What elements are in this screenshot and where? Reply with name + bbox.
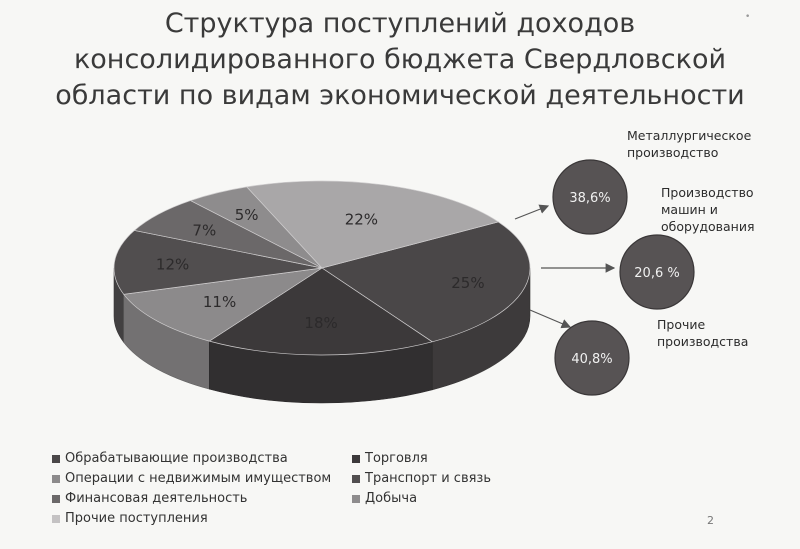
legend-label: Добыча [365, 491, 418, 506]
callout-name: Прочие [657, 317, 705, 332]
slice-label: 25% [451, 274, 484, 292]
pie-slice [246, 180, 500, 269]
slice-label: 5% [235, 206, 259, 224]
legend-swatch [52, 474, 60, 483]
legend-item: Прочие поступления [52, 511, 208, 526]
pie-slice [321, 221, 531, 343]
legend-swatch [352, 474, 360, 483]
legend-swatch [352, 494, 360, 503]
title-line: области по видам экономической деятельно… [55, 80, 745, 111]
legend-swatch [352, 454, 360, 463]
legend-item: Транспорт и связь [352, 471, 491, 486]
legend-item: Обрабатывающие производства [52, 451, 288, 466]
callout-value: 20,6 % [634, 266, 679, 281]
title-line: консолидированного бюджета Свердловской [73, 44, 727, 75]
callout-circle [552, 159, 628, 235]
pie-slice [123, 267, 323, 342]
legend-label: Транспорт и связь [365, 471, 492, 486]
callout-name: производство [627, 145, 718, 160]
legend-item: Добыча [352, 491, 417, 506]
legend-item: Операции с недвижимым имуществом [52, 471, 331, 486]
legend-swatch [52, 514, 60, 523]
callout-circle [619, 234, 695, 310]
legend-swatch [52, 454, 60, 463]
slice-label: 22% [345, 210, 378, 228]
callout-name: Металлургическое [627, 128, 752, 143]
legend-item: Финансовая деятельность [52, 491, 247, 506]
legend-label: Финансовая деятельность [65, 491, 248, 506]
legend-label: Обрабатывающие производства [65, 451, 288, 466]
legend-item: Торговля [352, 451, 428, 466]
callout-value: 40,8% [571, 352, 612, 367]
title-line: Структура поступлений доходов [164, 8, 636, 39]
callout-name: оборудования [661, 219, 754, 234]
corner-mark: • [745, 12, 751, 22]
callout-circle [554, 320, 630, 396]
chart-title: Структура поступлений доходов консолидир… [40, 6, 760, 114]
pie-slice [208, 267, 434, 356]
page-number: 2 [707, 514, 714, 527]
callout-name: производства [657, 334, 748, 349]
callout-name: Производство [661, 185, 754, 200]
legend-label: Прочие поступления [65, 511, 208, 526]
legend-label: Торговля [365, 451, 428, 466]
legend-swatch [52, 494, 60, 503]
slice-label: 7% [192, 221, 216, 239]
slice-label: 12% [156, 256, 189, 274]
callout-arrow [514, 204, 550, 220]
slice-label: 18% [304, 314, 337, 332]
callout-value: 38,6% [569, 191, 610, 206]
callout-name: машин и [661, 202, 718, 217]
legend-label: Операции с недвижимым имуществом [65, 471, 332, 486]
callout-arrow [529, 309, 572, 329]
pie-slice [113, 230, 323, 295]
slice-label: 11% [203, 293, 236, 311]
